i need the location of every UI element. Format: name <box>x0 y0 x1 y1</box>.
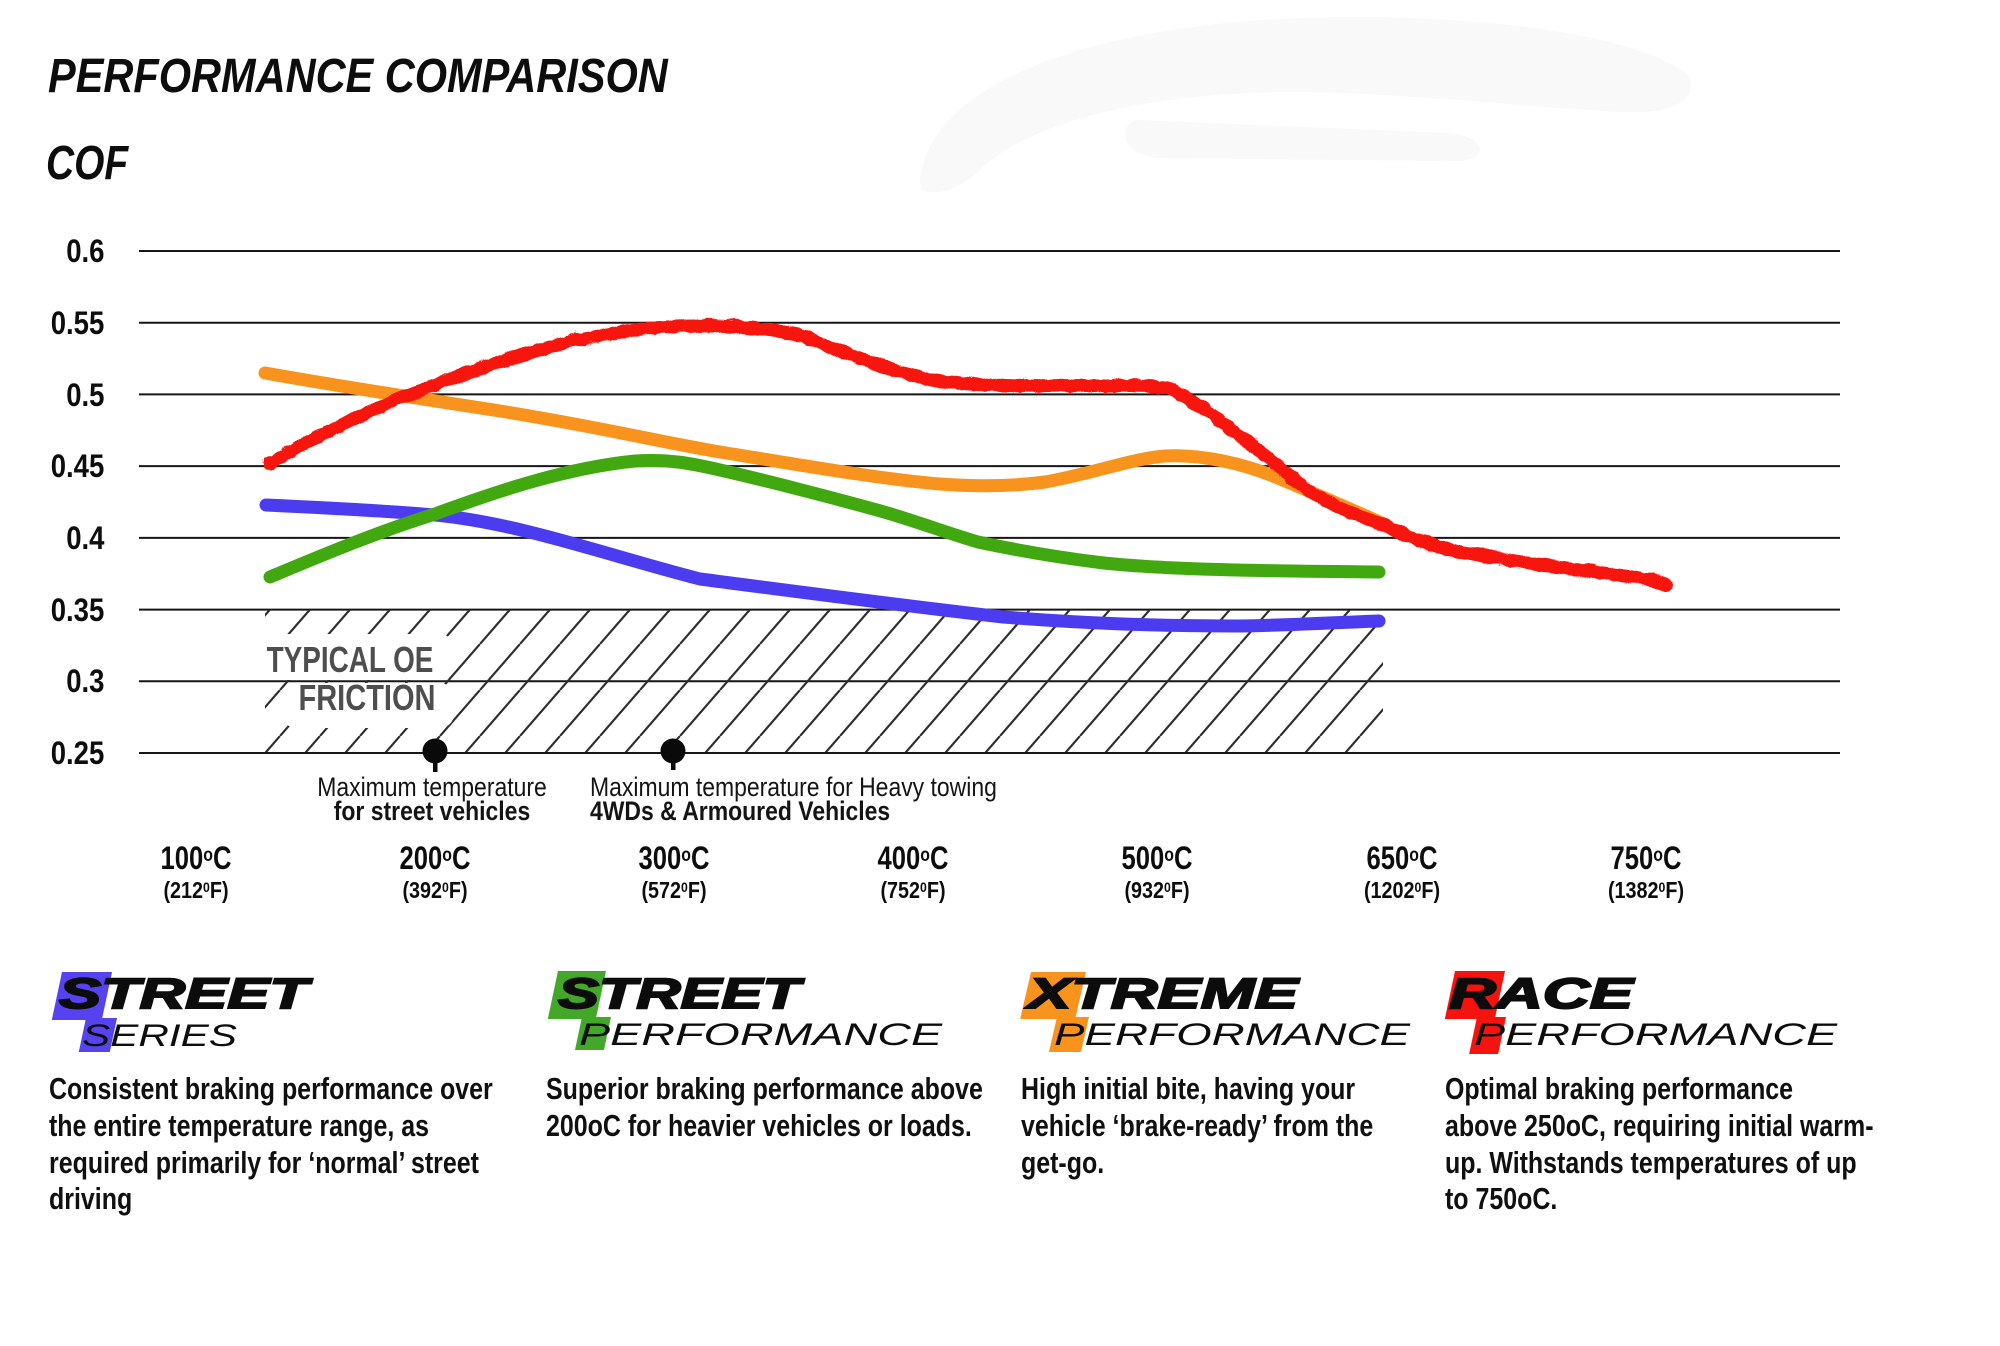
svg-text:FRICTION: FRICTION <box>299 677 436 718</box>
svg-text:TYPICAL OE: TYPICAL OE <box>267 640 434 680</box>
